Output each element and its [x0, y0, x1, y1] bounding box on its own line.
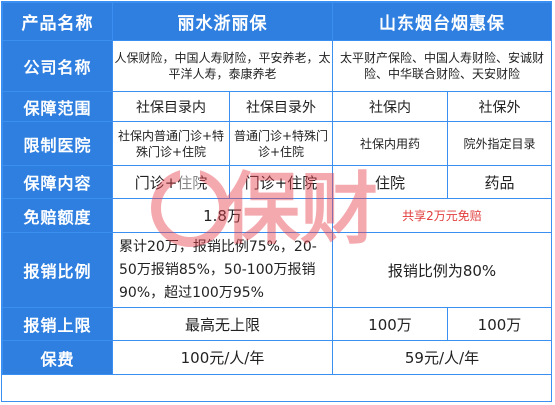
table-row: 免赔额度 1.8万 共享2万元免赔	[2, 198, 552, 233]
content-a1: 门诊+住院	[112, 165, 230, 199]
header-row: 产品名称 丽水浙丽保 山东烟台烟惠保	[2, 2, 552, 41]
row-label-deductible: 免赔额度	[2, 198, 113, 233]
content-b1: 住院	[332, 165, 448, 199]
drugs-a1: 社保内普通门诊+特殊门诊+住院	[112, 121, 230, 166]
company-b: 太平财产保险、中国人寿财险、安诚财险、中华联合财险、天安财险	[332, 40, 552, 92]
row-label-content: 保障内容	[2, 165, 113, 199]
deductible-b: 共享2万元免赔	[332, 198, 552, 233]
drugs-b1: 社保内用药	[332, 121, 448, 166]
drugs-b2: 院外指定目录	[447, 121, 552, 166]
row-label-limit: 报销上限	[2, 307, 113, 341]
table-row: 保障范围 社保目录内 社保目录外 社保内 社保外	[2, 91, 552, 122]
row-label-ratio: 报销比例	[2, 232, 113, 308]
table-row: 保障内容 门诊+住院 门诊+住院 住院 药品	[2, 165, 552, 199]
header-product-b: 山东烟台烟惠保	[332, 2, 552, 41]
premium-b: 59元/人/年	[332, 340, 552, 375]
row-label-premium: 保费	[2, 340, 113, 375]
row-label-scope: 保障范围	[2, 91, 113, 122]
premium-a: 100元/人/年	[112, 340, 333, 375]
comparison-table: 产品名称 丽水浙丽保 山东烟台烟惠保 公司名称 人保财险，中国人寿财险，平安养老…	[2, 2, 552, 375]
drugs-a2: 普通门诊+特殊门诊+住院	[229, 121, 333, 166]
scope-a1: 社保目录内	[112, 91, 230, 122]
table-row: 公司名称 人保财险，中国人寿财险，平安养老，太平洋人寿，泰康养老 太平财产保险、…	[2, 40, 552, 92]
ratio-b: 报销比例为80%	[332, 232, 552, 308]
content-a2: 门诊+住院	[229, 165, 333, 199]
row-label-company: 公司名称	[2, 40, 113, 92]
limit-b2: 100万	[447, 307, 552, 341]
ratio-a: 累计20万，报销比例75%，20-50万报销85%，50-100万报销90%，超…	[112, 232, 333, 308]
table-row: 限制医院 社保内普通门诊+特殊门诊+住院 普通门诊+特殊门诊+住院 社保内用药 …	[2, 121, 552, 166]
scope-a2: 社保目录外	[229, 91, 333, 122]
header-product-a: 丽水浙丽保	[112, 2, 333, 41]
deductible-a: 1.8万	[112, 198, 333, 233]
row-label-drugs: 限制医院	[2, 121, 113, 166]
content-b2: 药品	[447, 165, 552, 199]
scope-b2: 社保外	[447, 91, 552, 122]
limit-b1: 100万	[332, 307, 448, 341]
table-row: 报销比例 累计20万，报销比例75%，20-50万报销85%，50-100万报销…	[2, 232, 552, 308]
scope-b1: 社保内	[332, 91, 448, 122]
table-row: 保费 100元/人/年 59元/人/年	[2, 340, 552, 375]
limit-a: 最高无上限	[112, 307, 333, 341]
table-row: 报销上限 最高无上限 100万 100万	[2, 307, 552, 341]
header-col-label: 产品名称	[2, 2, 113, 41]
company-a: 人保财险，中国人寿财险，平安养老，太平洋人寿，泰康养老	[112, 40, 333, 92]
